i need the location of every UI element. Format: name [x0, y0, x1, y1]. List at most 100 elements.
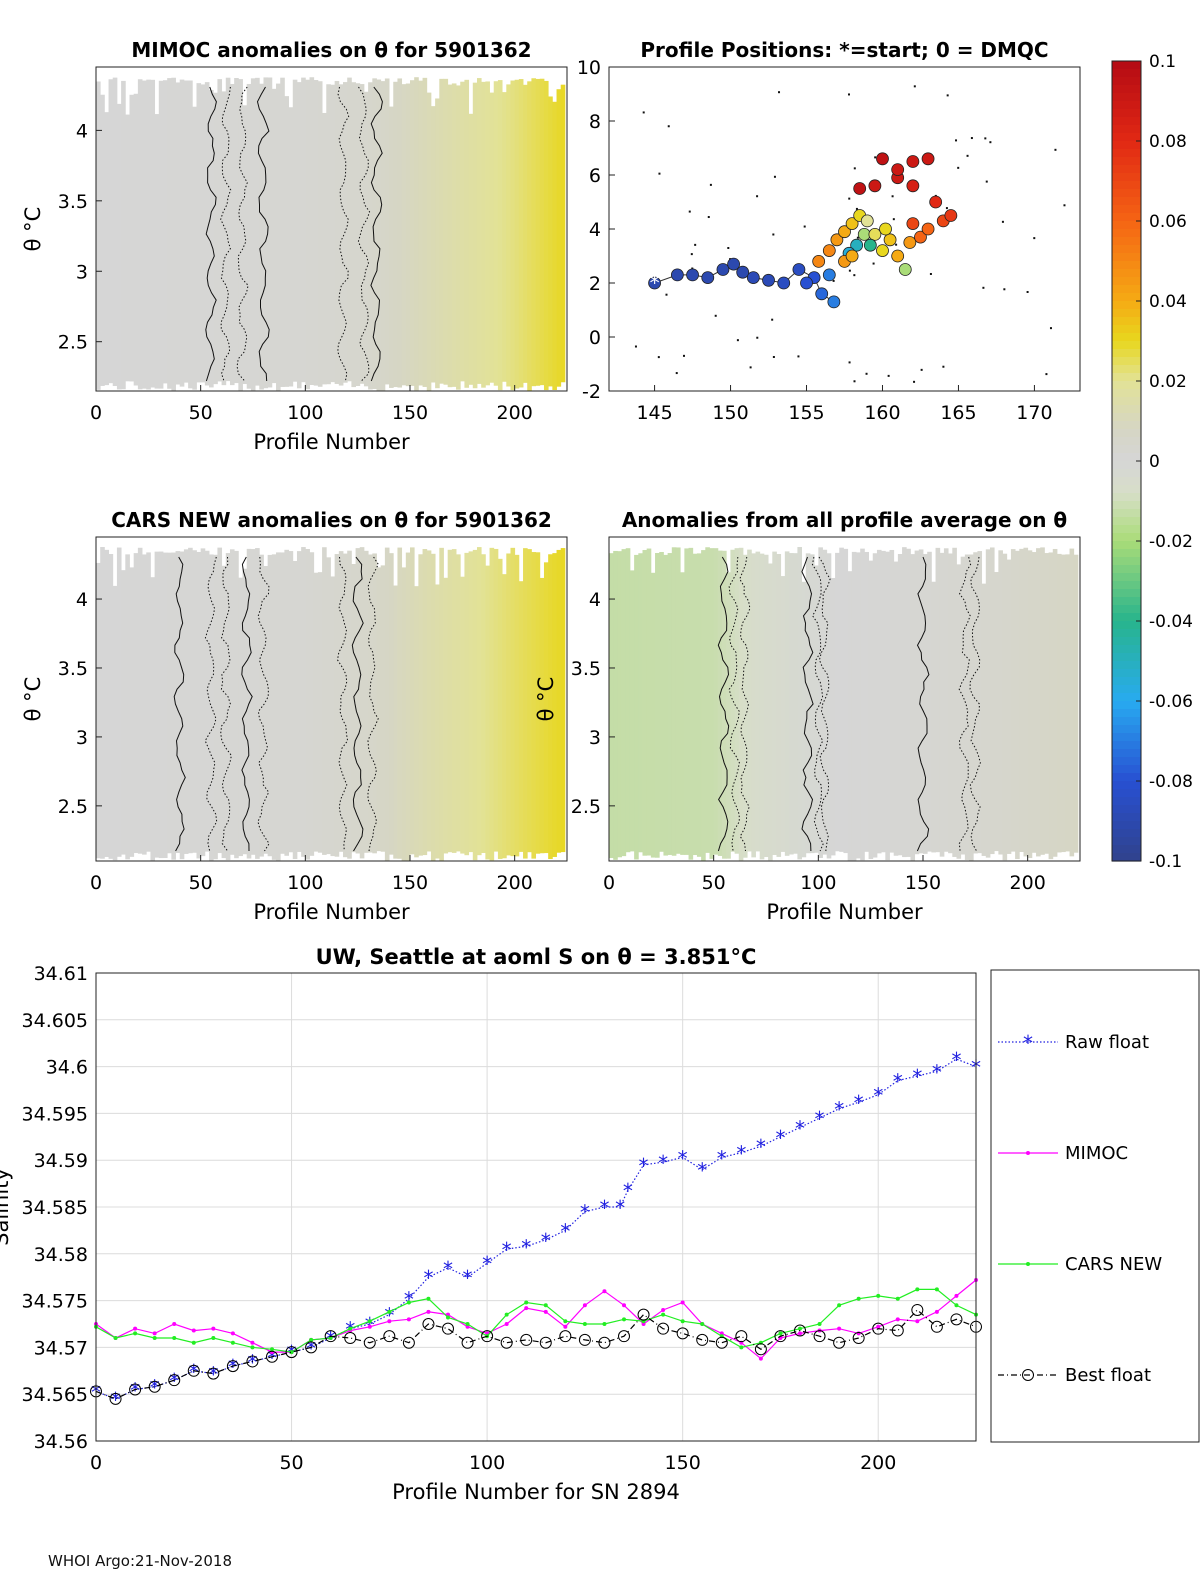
coast-speck: [714, 314, 717, 317]
data-point: *: [560, 1219, 570, 1243]
data-point: [895, 1317, 900, 1322]
data-point: [152, 1331, 157, 1336]
heat-cell: [150, 79, 156, 388]
heat-cell: [238, 79, 243, 391]
data-point: [739, 1345, 744, 1350]
contour-line: [257, 556, 270, 852]
series-raw-float: * * * * * * * * * * **** * *** * * ** * *** * *** * * * * * * * ** *…: [91, 1048, 981, 1412]
data-point: *: [658, 1151, 668, 1175]
heat-cell: [742, 554, 748, 858]
heat-cell: [713, 548, 719, 855]
heat-cell: [510, 547, 516, 857]
heat-cell: [502, 92, 507, 382]
heat-cell: [313, 80, 319, 386]
position-point: [891, 163, 905, 177]
colorbar-cell: [1112, 653, 1141, 662]
heat-cell: [510, 80, 516, 391]
y-tick-label: 6: [589, 165, 601, 187]
heat-cell: [116, 103, 122, 390]
panel-salinity: * * * * * * * * * * **** * *** * * ** * *** * *** * * * * * * * ** *…: [0, 945, 1200, 1504]
data-point: *: [228, 1355, 238, 1379]
heat-cell: [667, 553, 673, 855]
data-point: [934, 1309, 939, 1314]
data-point: *: [623, 1179, 633, 1203]
colorbar-cell: [1112, 757, 1141, 766]
heat-cell: [330, 84, 336, 383]
heat-cell: [334, 80, 340, 384]
data-point: [856, 1331, 861, 1336]
data-point: [465, 1324, 470, 1329]
heat-cell: [112, 585, 118, 861]
position-point: [906, 217, 920, 231]
position-point: [921, 152, 935, 166]
heat-cell: [943, 548, 949, 852]
position-point: [845, 249, 859, 263]
series-line: [95, 1288, 977, 1353]
heat-cell: [527, 549, 532, 853]
colorbar-cell: [1112, 349, 1141, 358]
coast-speck: [634, 345, 637, 348]
heat-cell: [330, 576, 336, 857]
heat-cell: [514, 554, 520, 857]
colorbar-cell: [1112, 389, 1141, 398]
heat-cell: [518, 79, 524, 388]
heat-cell: [447, 549, 453, 853]
data-point: *: [736, 1142, 746, 1166]
heat-cell: [776, 553, 782, 857]
coast-speck: [658, 172, 661, 175]
data-point: *: [111, 1388, 121, 1412]
coast-speck: [1033, 237, 1036, 240]
contour-line: [717, 556, 730, 852]
heat-cell: [860, 548, 865, 861]
heat-cell: [717, 550, 723, 856]
colorbar-cell: [1112, 493, 1141, 502]
heat-cell: [835, 552, 840, 852]
heat-cell: [543, 80, 549, 391]
heat-cell: [476, 547, 482, 856]
contour-line: [220, 556, 232, 852]
heat-cell: [322, 547, 327, 855]
heat-cell: [430, 553, 436, 861]
data-point: [563, 1324, 568, 1329]
position-point: [857, 227, 871, 241]
heat-cell: [347, 550, 352, 859]
y-tick-label: 0: [589, 327, 601, 349]
heat-cell: [927, 551, 932, 852]
data-point: *: [815, 1107, 825, 1131]
heat-cell: [175, 551, 181, 854]
data-point: [543, 1303, 548, 1308]
position-point: [906, 179, 920, 193]
heat-cell: [460, 576, 465, 854]
coast-speck: [772, 355, 775, 358]
heat-cell: [162, 552, 168, 859]
heat-cell: [659, 551, 664, 852]
colorbar-cell: [1112, 637, 1141, 646]
colorbar-cell: [1112, 165, 1141, 174]
heat-cell: [663, 554, 669, 856]
coast-speck: [985, 180, 988, 183]
data-point: [426, 1296, 431, 1301]
colorbar-cell: [1112, 501, 1141, 510]
colorbar-cell: [1112, 669, 1141, 678]
heat-cell: [675, 547, 681, 854]
heat-cell: [276, 552, 281, 861]
heat-cell: [301, 547, 306, 857]
heat-cell: [96, 562, 101, 859]
heat-cell: [183, 80, 189, 383]
colorbar-cell: [1112, 605, 1141, 614]
colorbar-cell: [1112, 181, 1141, 190]
heat-cell: [196, 551, 202, 859]
heat-cell: [188, 547, 193, 854]
heat-cell: [221, 91, 227, 386]
heat-cell: [684, 548, 689, 855]
heat-cell: [650, 572, 656, 858]
data-point: [680, 1319, 685, 1324]
heat-cell: [989, 547, 995, 855]
coast-speck: [756, 336, 759, 339]
data-point: [250, 1345, 255, 1350]
coast-speck: [772, 233, 775, 236]
data-point: [406, 1300, 411, 1305]
data-point: [230, 1340, 235, 1345]
data-point: [211, 1336, 216, 1341]
data-point: [406, 1317, 411, 1322]
